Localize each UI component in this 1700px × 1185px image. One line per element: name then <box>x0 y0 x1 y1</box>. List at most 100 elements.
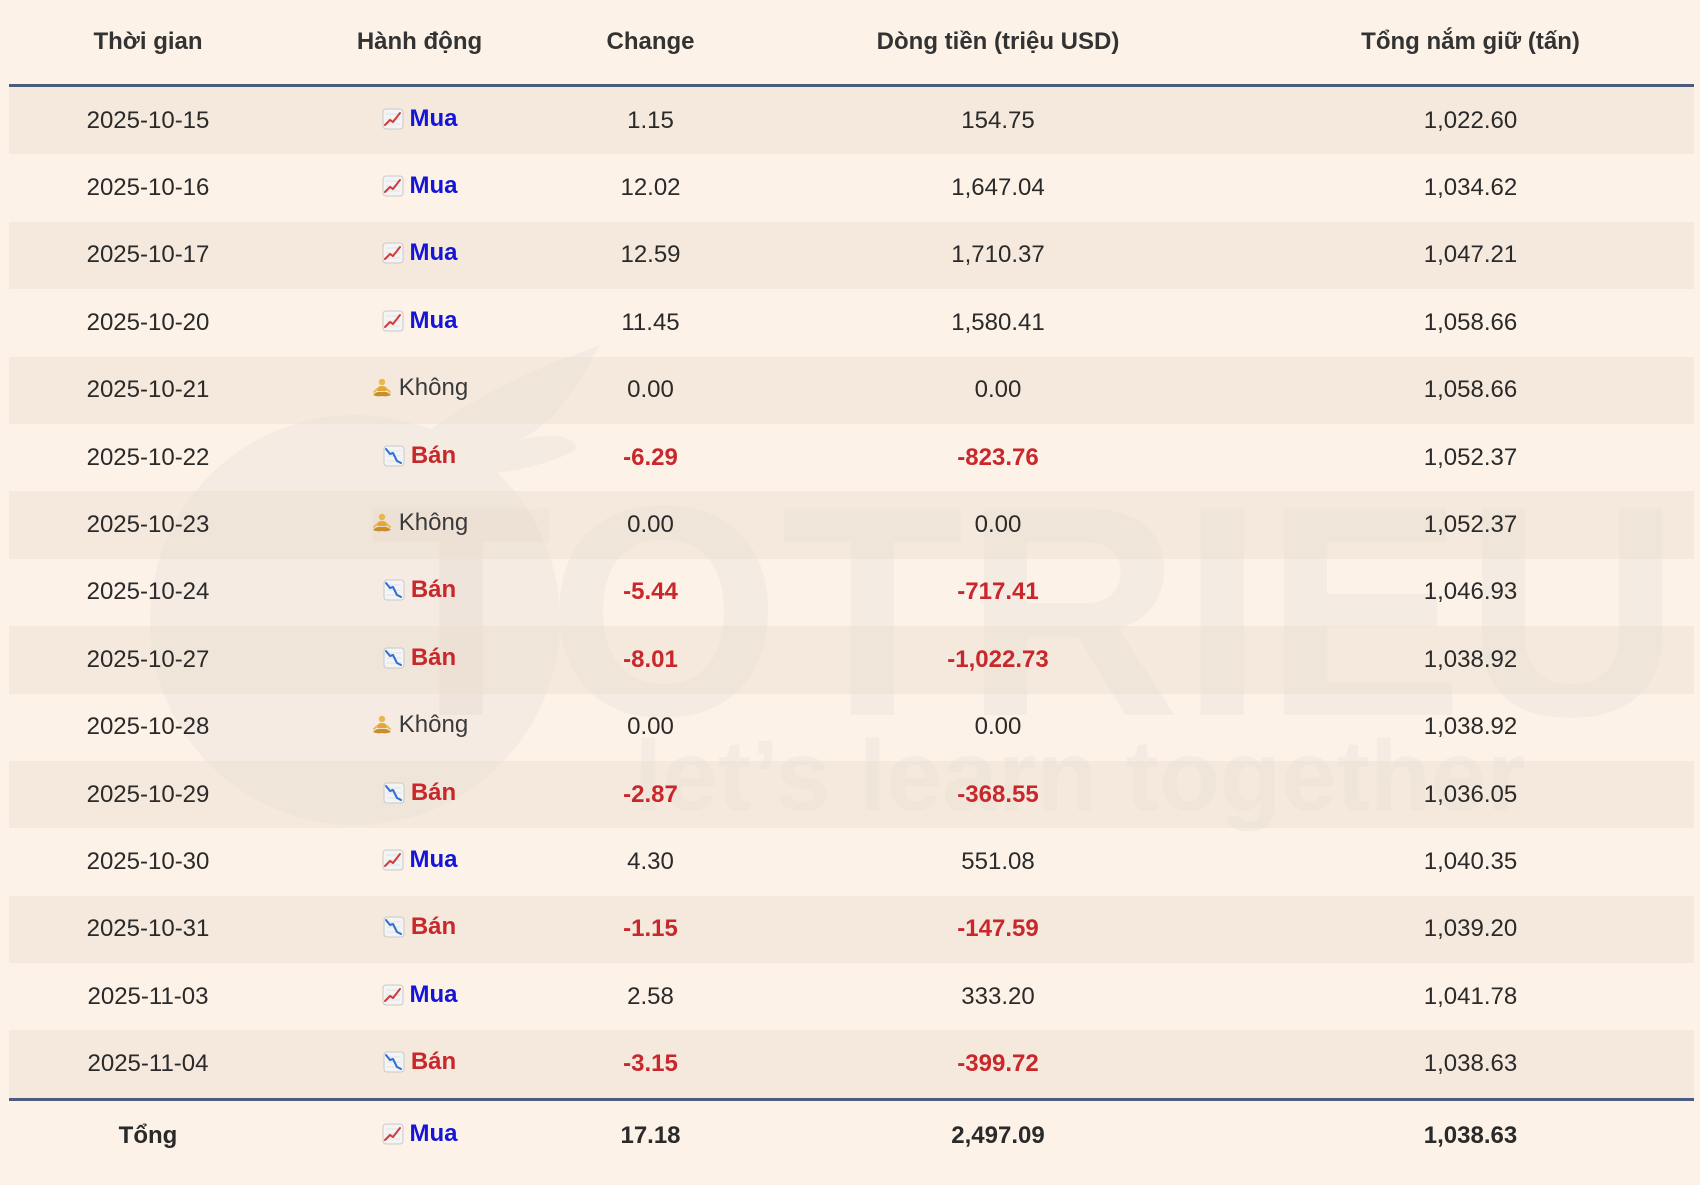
person-meditating-icon <box>371 714 393 736</box>
chart-increasing-icon <box>382 108 404 130</box>
row-action: Mua <box>287 963 552 1030</box>
row-action: Không <box>287 356 552 424</box>
total-action: Mua <box>287 1097 552 1171</box>
row-change: -2.87 <box>552 760 749 829</box>
row-change: -8.01 <box>552 626 749 694</box>
action-label: Bán <box>410 1048 457 1076</box>
row-date: 2025-10-27 <box>9 626 287 694</box>
row-flow: 333.20 <box>961 982 1035 1010</box>
row-change: 12.59 <box>552 221 749 290</box>
action-label: Bán <box>410 778 457 806</box>
row-holding: 1,058.66 <box>1247 356 1694 424</box>
table-row: 2025-10-20 Mua 11.45 1,580.41 1,058.66 <box>9 289 1694 356</box>
row-change: -5.44 <box>623 578 678 606</box>
row-flow: -717.41 <box>957 578 1039 606</box>
action-badge: Bán <box>383 442 456 470</box>
table-row: 2025-10-28 Không 0.00 0.00 1,038.92 <box>9 694 1694 761</box>
row-action: Mua <box>287 85 552 155</box>
row-flow: 0.00 <box>974 713 1022 741</box>
header-date: Thời gian <box>9 0 287 87</box>
row-holding: 1,039.20 <box>1247 895 1694 964</box>
table-header-row: Thời gian Hành động Change Dòng tiền (tr… <box>9 0 1694 87</box>
action-label: Không <box>398 374 469 402</box>
row-action: Bán <box>287 760 552 829</box>
table-row: 2025-11-03 Mua 2.58 333.20 1,041.78 <box>9 963 1694 1030</box>
row-change: 11.45 <box>621 308 680 336</box>
person-meditating-icon <box>371 377 393 399</box>
action-badge: Không <box>371 711 468 739</box>
table-total-row: Tổng Mua 17.18 2,497.09 1,038.63 <box>9 1097 1694 1171</box>
row-action: Mua <box>287 289 552 356</box>
chart-increasing-icon <box>382 849 404 871</box>
row-flow: 1,647.04 <box>951 174 1045 202</box>
row-change: 0.00 <box>552 356 749 424</box>
row-holding: 1,036.05 <box>1247 760 1694 829</box>
action-badge: Mua <box>382 307 458 335</box>
table-row: 2025-10-23 Không 0.00 0.00 1,052.37 <box>9 491 1694 559</box>
row-action: Không <box>287 491 552 559</box>
row-action: Mua <box>287 154 552 221</box>
action-label: Bán <box>410 913 457 941</box>
row-change: -1.15 <box>552 895 749 964</box>
etf-flow-table-container: Thời gian Hành động Change Dòng tiền (tr… <box>9 0 1694 1171</box>
row-holding: 1,047.21 <box>1247 221 1694 290</box>
chart-increasing-icon <box>382 984 404 1006</box>
action-badge: Bán <box>383 576 456 604</box>
table-row: 2025-10-29 Bán -2.87 -368.55 1,036.05 <box>9 760 1694 829</box>
action-badge: Mua <box>382 172 458 200</box>
row-flow: 1,580.41 <box>951 308 1045 336</box>
row-flow: -368.55 <box>749 760 1247 829</box>
action-label: Mua <box>409 845 458 873</box>
etf-flow-table: Thời gian Hành động Change Dòng tiền (tr… <box>9 0 1694 1171</box>
table-row: 2025-10-24 Bán -5.44 -717.41 1,046.93 <box>9 559 1694 626</box>
row-action: Bán <box>287 895 552 964</box>
row-action: Bán <box>287 424 552 491</box>
row-holding: 1,052.37 <box>1247 491 1694 559</box>
row-change: 4.30 <box>627 847 674 875</box>
table-row: 2025-11-04 Bán -3.15 -399.72 1,038.63 <box>9 1030 1694 1100</box>
chart-decreasing-icon <box>383 445 405 467</box>
row-holding: 1,038.92 <box>1423 713 1518 741</box>
row-date: 2025-10-16 <box>86 174 210 202</box>
row-flow: 551.08 <box>961 847 1035 875</box>
row-date: 2025-10-24 <box>86 578 210 606</box>
header-change: Change <box>552 0 749 87</box>
row-date: 2025-10-15 <box>9 85 287 155</box>
row-change: -6.29 <box>623 443 678 471</box>
action-label: Mua <box>409 172 458 200</box>
row-action: Mua <box>287 221 552 290</box>
chart-decreasing-icon <box>383 782 405 804</box>
row-change: -3.15 <box>552 1030 749 1100</box>
action-badge: Bán <box>383 779 456 807</box>
row-holding: 1,038.63 <box>1247 1030 1694 1100</box>
row-date: 2025-11-03 <box>87 982 209 1010</box>
header-action: Hành động <box>287 0 552 87</box>
action-badge: Không <box>371 374 468 402</box>
header-flow: Dòng tiền (triệu USD) <box>749 0 1247 87</box>
action-label: Không <box>398 509 469 537</box>
row-date: 2025-10-23 <box>9 491 287 559</box>
chart-increasing-icon <box>382 310 404 332</box>
chart-decreasing-icon <box>383 647 405 669</box>
row-date: 2025-10-17 <box>9 221 287 290</box>
row-change: 0.00 <box>627 713 674 741</box>
row-flow: -823.76 <box>957 443 1039 471</box>
action-label: Không <box>398 711 469 739</box>
row-flow: 154.75 <box>749 85 1247 155</box>
chart-decreasing-icon <box>383 916 405 938</box>
row-date: 2025-10-28 <box>86 713 210 741</box>
action-badge: Mua <box>382 105 458 133</box>
row-holding: 1,038.92 <box>1247 626 1694 694</box>
action-badge: Mua <box>382 1120 458 1148</box>
row-holding: 1,052.37 <box>1423 443 1518 471</box>
chart-decreasing-icon <box>383 579 405 601</box>
table-row: 2025-10-22 Bán -6.29 -823.76 1,052.37 <box>9 424 1694 491</box>
action-badge: Bán <box>383 644 456 672</box>
action-badge: Bán <box>383 1048 456 1076</box>
row-date: 2025-10-31 <box>9 895 287 964</box>
row-action: Bán <box>287 1030 552 1100</box>
action-label: Bán <box>410 441 457 469</box>
row-date: 2025-10-30 <box>86 847 210 875</box>
table-row: 2025-10-21 Không 0.00 0.00 1,058.66 <box>9 356 1694 424</box>
action-badge: Mua <box>382 239 458 267</box>
